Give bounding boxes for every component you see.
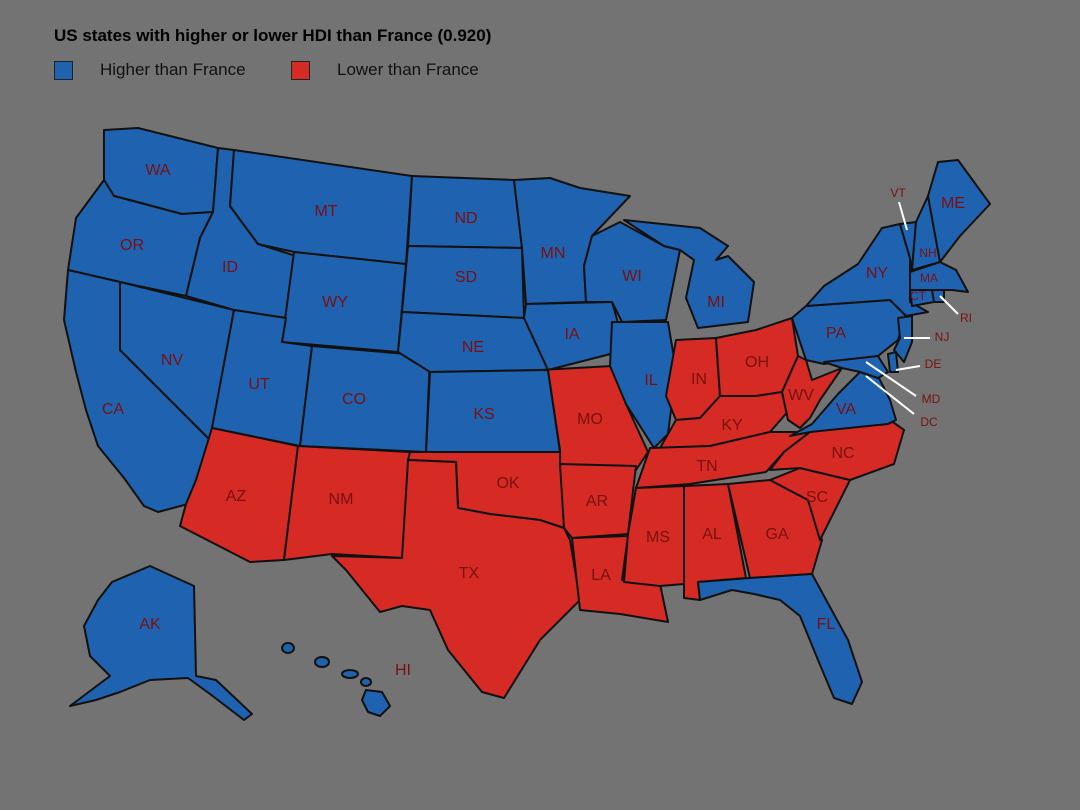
label-sd: SD: [455, 269, 477, 286]
label-va: VA: [836, 401, 856, 418]
label-pa: PA: [826, 325, 846, 342]
state-hi: [281, 642, 391, 717]
label-dc: DC: [920, 415, 938, 429]
label-tn: TN: [696, 458, 717, 475]
map-title: US states with higher or lower HDI than …: [54, 26, 492, 45]
leader-line-vt: [898, 201, 908, 231]
label-fl: FL: [817, 616, 836, 633]
hi-island-big-island: [361, 689, 391, 717]
label-wa: WA: [145, 162, 171, 179]
label-sc: SC: [806, 489, 828, 506]
label-wi: WI: [622, 268, 642, 285]
label-mn: MN: [541, 245, 566, 262]
state-tx: [331, 459, 581, 699]
state-ak: [69, 565, 253, 721]
label-ne: NE: [462, 339, 484, 356]
hi-island-maui: [360, 677, 372, 687]
leader-line-ri: [939, 295, 959, 315]
label-mt: MT: [314, 203, 337, 220]
state-ct: [909, 289, 935, 307]
label-ia: IA: [564, 326, 579, 343]
hi-island-oahu: [314, 656, 330, 668]
legend-label-lower: Lower than France: [337, 60, 479, 79]
label-ma: MA: [920, 271, 938, 285]
label-nm: NM: [329, 491, 354, 508]
label-ri: RI: [960, 311, 972, 325]
label-ok: OK: [496, 475, 519, 492]
legend-swatch-lower: [291, 60, 310, 80]
state-de: [887, 351, 899, 373]
legend-item-higher: Higher than France: [54, 60, 246, 80]
leader-line-dc: [865, 375, 915, 415]
label-nh: NH: [919, 246, 936, 260]
label-ny: NY: [866, 265, 889, 282]
state-il: [609, 321, 677, 449]
label-hi: HI: [395, 662, 411, 679]
label-ga: GA: [765, 526, 788, 543]
label-mi: MI: [707, 294, 725, 311]
label-ca: CA: [102, 401, 125, 418]
state-fl: [697, 573, 863, 705]
legend-swatch-higher: [54, 60, 73, 80]
label-mo: MO: [577, 411, 603, 428]
label-wv: WV: [788, 387, 814, 404]
label-tx: TX: [459, 565, 480, 582]
leader-line-de: [895, 365, 921, 371]
state-nj: [893, 315, 913, 363]
label-de: DE: [925, 357, 942, 371]
state-wv: [781, 355, 843, 429]
label-nd: ND: [454, 210, 477, 227]
label-la: LA: [591, 567, 611, 584]
state-md: [823, 355, 889, 379]
label-nv: NV: [161, 352, 184, 369]
label-ms: MS: [646, 529, 670, 546]
label-vt: VT: [890, 186, 906, 200]
state-nc: [769, 419, 905, 481]
leader-line-md: [865, 361, 917, 397]
label-me: ME: [941, 195, 965, 212]
label-az: AZ: [226, 488, 247, 505]
label-wy: WY: [322, 294, 348, 311]
state-mi: [623, 219, 755, 329]
label-ky: KY: [721, 417, 743, 434]
label-nc: NC: [831, 445, 854, 462]
hi-island-kauai: [281, 642, 295, 654]
label-ar: AR: [586, 493, 608, 510]
legend-item-lower: Lower than France: [291, 60, 479, 80]
label-ct: CT: [910, 289, 927, 303]
label-md: MD: [922, 392, 941, 406]
label-ut: UT: [248, 376, 270, 393]
leader-lines: [865, 201, 959, 415]
label-co: CO: [342, 391, 366, 408]
label-nj: NJ: [935, 330, 950, 344]
hi-island-molokai: [341, 669, 359, 679]
label-il: IL: [644, 372, 657, 389]
label-or: OR: [120, 237, 144, 254]
label-ks: KS: [473, 406, 494, 423]
label-id: ID: [222, 259, 238, 276]
state-va: [789, 371, 897, 437]
label-oh: OH: [745, 354, 769, 371]
legend-label-higher: Higher than France: [100, 60, 246, 79]
label-al: AL: [702, 526, 722, 543]
label-in: IN: [691, 371, 707, 388]
state-sc: [769, 467, 851, 541]
label-ak: AK: [139, 616, 161, 633]
